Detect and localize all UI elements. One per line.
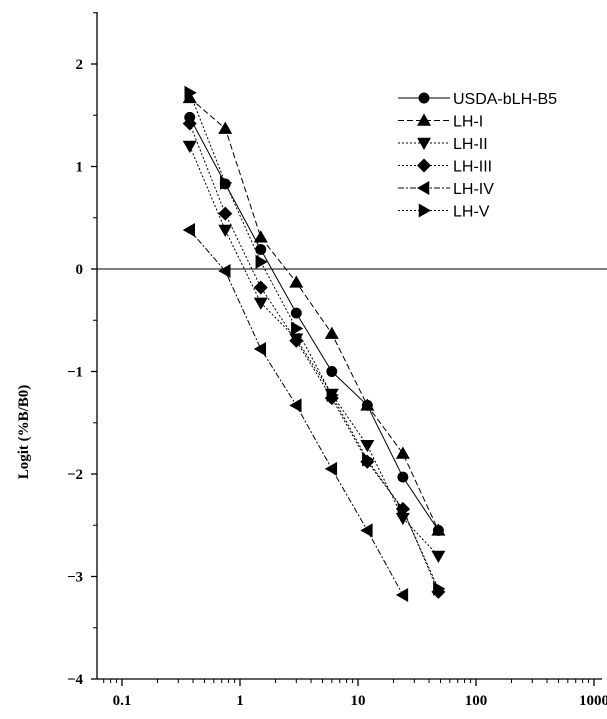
legend-marker xyxy=(418,92,430,104)
legend-label: LH-IV xyxy=(453,181,494,198)
data-point xyxy=(324,326,339,339)
y-axis-title: Logit (%B/B0) xyxy=(16,385,32,480)
series-lh-iii xyxy=(182,116,446,599)
legend-item: LH-I xyxy=(398,113,483,131)
data-point xyxy=(326,366,338,377)
legend-label: LH-III xyxy=(453,159,492,176)
legend: USDA-bLH-B5 LH-I LH-II LH-III LH-IV LH-V xyxy=(398,91,557,221)
data-point xyxy=(220,175,233,190)
data-point xyxy=(397,471,409,483)
y-ticks: −4 −3 −2 −1 0 1 2 xyxy=(67,12,97,688)
y-tick-label: −4 xyxy=(67,672,84,688)
legend-marker xyxy=(417,137,431,150)
series-layer xyxy=(182,85,446,602)
data-point xyxy=(397,502,410,517)
series-lh-iv xyxy=(182,223,409,602)
data-point xyxy=(182,90,197,104)
y-tick-label: 0 xyxy=(76,262,84,278)
data-point xyxy=(253,341,267,356)
data-point xyxy=(360,398,375,411)
data-point xyxy=(255,244,267,255)
series-line xyxy=(189,145,439,557)
data-point xyxy=(182,223,195,238)
legend-item: LH-III xyxy=(398,158,492,176)
data-point xyxy=(289,275,304,288)
x-tick-label: 100 xyxy=(465,693,488,709)
legend-item: USDA-bLH-B5 xyxy=(398,91,557,108)
legend-marker xyxy=(417,113,431,126)
series-line xyxy=(189,92,439,590)
data-point xyxy=(218,206,233,221)
data-point xyxy=(360,523,373,538)
y-tick-label: −3 xyxy=(67,570,83,586)
data-point xyxy=(182,140,197,153)
series-lh-ii xyxy=(182,140,446,563)
data-point xyxy=(360,440,375,453)
series-line xyxy=(189,123,439,593)
legend-label: LH-V xyxy=(453,204,490,221)
data-point xyxy=(218,224,233,238)
data-point xyxy=(433,581,446,596)
data-point xyxy=(184,85,197,100)
legend-marker xyxy=(417,181,430,195)
legend-item: LH-IV xyxy=(398,181,494,198)
series-lh-i xyxy=(182,90,446,536)
series-usda-blh-b5 xyxy=(184,111,444,536)
y-tick-label: −2 xyxy=(67,467,83,483)
data-point xyxy=(362,452,375,467)
series-lh-v xyxy=(184,85,446,596)
x-ticks: 0.1 1 10 100 1000 xyxy=(103,679,607,709)
data-point xyxy=(253,280,268,295)
data-point xyxy=(324,461,338,476)
data-point xyxy=(395,587,409,602)
data-point xyxy=(326,388,339,403)
data-point xyxy=(431,550,446,563)
data-point xyxy=(431,523,446,536)
x-tick-label: 10 xyxy=(351,693,366,709)
legend-marker xyxy=(417,158,431,173)
data-point xyxy=(253,297,268,310)
legend-item: LH-II xyxy=(398,136,488,153)
legend-label: USDA-bLH-B5 xyxy=(453,91,557,108)
data-point xyxy=(291,321,304,336)
data-point xyxy=(255,254,268,269)
data-point xyxy=(289,333,304,348)
y-tick-label: 2 xyxy=(76,57,84,73)
data-point xyxy=(289,398,302,413)
x-tick-label: 1 xyxy=(236,693,244,709)
data-point xyxy=(290,307,302,319)
data-point xyxy=(395,446,410,459)
data-point xyxy=(395,512,410,526)
series-line xyxy=(189,97,439,531)
legend-label: LH-II xyxy=(453,136,488,153)
data-point xyxy=(253,230,268,243)
legend-marker xyxy=(418,203,431,218)
y-tick-label: 1 xyxy=(76,160,84,176)
legend-label: LH-I xyxy=(453,114,483,131)
x-tick-label: 1000 xyxy=(579,693,607,709)
data-point xyxy=(218,264,231,279)
x-tick-label: 0.1 xyxy=(113,693,132,709)
data-point xyxy=(182,116,197,131)
legend-item: LH-V xyxy=(398,203,490,221)
data-point xyxy=(218,121,233,134)
series-line xyxy=(189,117,439,531)
y-tick-label: −1 xyxy=(67,365,83,381)
